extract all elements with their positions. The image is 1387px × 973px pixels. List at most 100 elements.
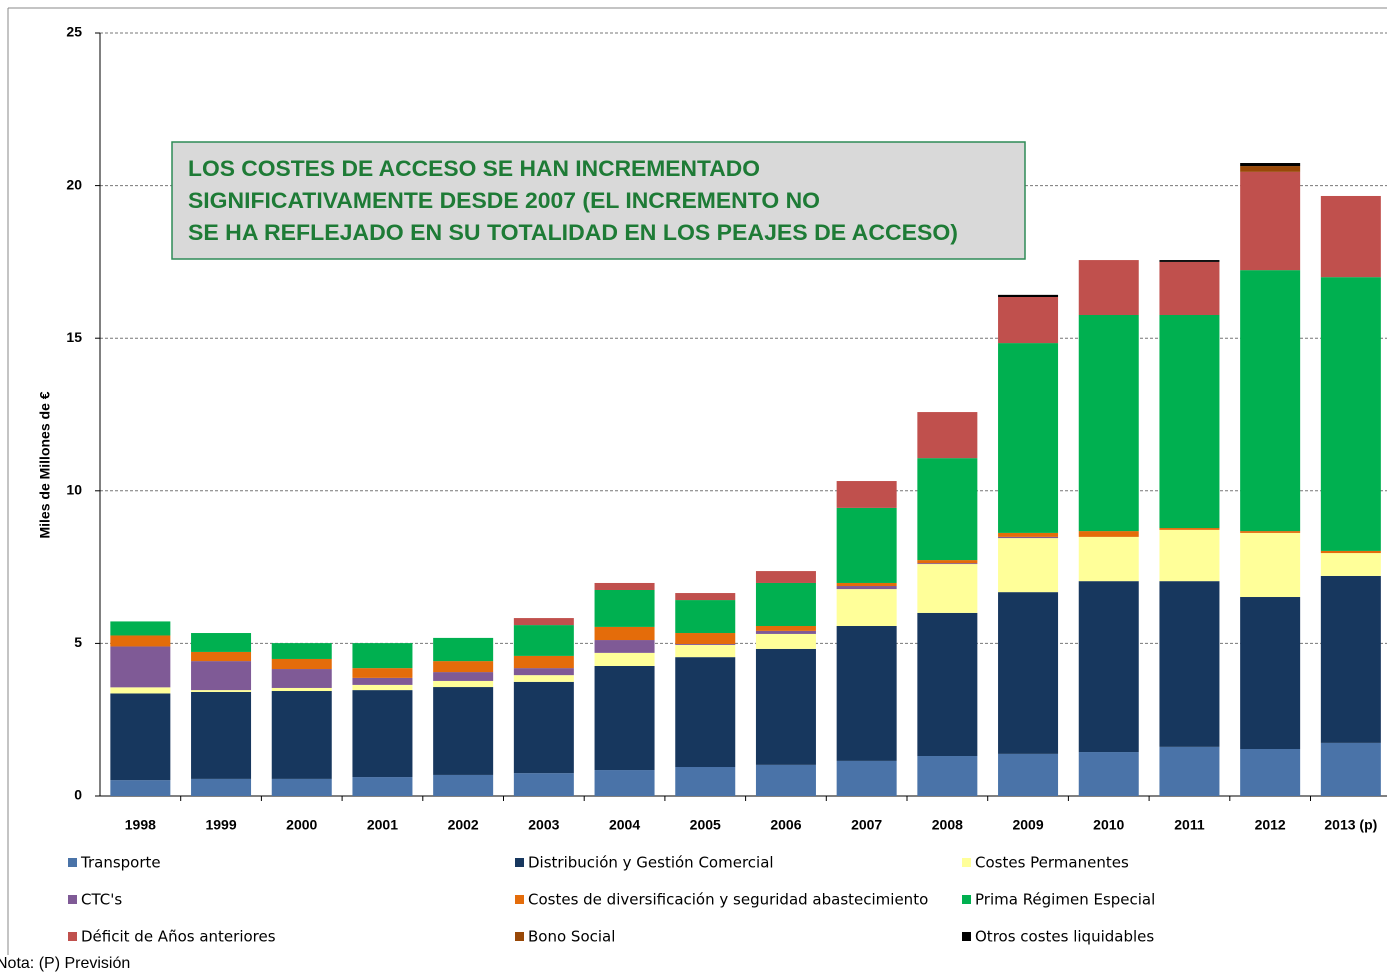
x-tick-label: 2005 xyxy=(690,817,721,833)
bar-segment xyxy=(513,668,574,676)
bar-segment xyxy=(1320,550,1381,554)
bar-segment xyxy=(433,680,494,688)
bar-segment xyxy=(352,777,413,796)
bar-segment xyxy=(1159,746,1220,796)
y-tick-label: 5 xyxy=(74,634,82,650)
annotation-box xyxy=(171,141,1026,260)
bar-segment xyxy=(1320,277,1381,551)
x-tick-label: 2002 xyxy=(448,817,479,833)
y-tick-label: 0 xyxy=(74,787,82,803)
x-tick-label: 2007 xyxy=(851,817,882,833)
y-tick-label: 25 xyxy=(66,24,82,40)
x-tick-label: 1998 xyxy=(125,817,156,833)
legend-swatch xyxy=(68,858,77,867)
bar-segment xyxy=(433,672,494,681)
bar-segment xyxy=(675,644,736,645)
bar-segment xyxy=(110,646,171,688)
bar-segment xyxy=(675,767,736,796)
bar-segment xyxy=(110,635,171,647)
note: Nota: (P) Previsión xyxy=(0,955,130,972)
bar-segment xyxy=(110,693,171,781)
x-tick-label: 2004 xyxy=(609,817,640,833)
legend-swatch xyxy=(962,858,971,867)
bar-segment xyxy=(998,294,1059,297)
bar-segment xyxy=(755,571,816,583)
bar-segment xyxy=(191,633,252,652)
legend-swatch xyxy=(68,895,77,904)
bar-segment xyxy=(1240,748,1301,796)
bar-segment xyxy=(836,626,897,761)
y-axis-label: Miles de Millones de € xyxy=(37,391,53,538)
bar-segment xyxy=(352,684,413,691)
bar-segment xyxy=(917,560,978,564)
bar-segment xyxy=(1159,261,1220,316)
x-tick-label: 2008 xyxy=(932,817,963,833)
bar-segment xyxy=(271,778,332,796)
bar-segment xyxy=(836,589,897,627)
legend-swatch xyxy=(68,932,77,941)
bar-segment xyxy=(998,536,1059,539)
bar-segment xyxy=(513,655,574,669)
bar-segment xyxy=(513,675,574,682)
legend-label: Otros costes liquidables xyxy=(975,928,1154,946)
bar-segment xyxy=(998,296,1059,344)
bar-segment xyxy=(917,756,978,796)
y-tick-label: 15 xyxy=(66,329,82,345)
bar-segment xyxy=(1159,581,1220,747)
bar-segment xyxy=(1159,529,1220,582)
bar-segment xyxy=(675,593,736,601)
bar-segment xyxy=(594,589,655,627)
bar-segment xyxy=(998,538,1059,593)
bar-segment xyxy=(998,343,1059,533)
legend-label: Déficit de Años anteriores xyxy=(81,928,276,946)
bar-segment xyxy=(1240,171,1301,271)
bar-segment xyxy=(271,691,332,779)
bar-segment xyxy=(1240,532,1301,598)
bar-segment xyxy=(755,648,816,765)
y-tick-label: 20 xyxy=(66,176,82,192)
bar-segment xyxy=(594,640,655,653)
bar-segment xyxy=(1320,195,1381,278)
legend-swatch xyxy=(962,895,971,904)
annotation-text: LOS COSTES DE ACCESO SE HAN INCREMENTADO xyxy=(188,156,760,181)
legend-label: Transporte xyxy=(80,854,161,872)
bar-segment xyxy=(1320,575,1381,743)
bar-segment xyxy=(1078,315,1139,532)
bar-segment xyxy=(513,618,574,626)
bar-segment xyxy=(1320,553,1381,576)
bar-segment xyxy=(513,625,574,656)
x-tick-label: 2013 (p) xyxy=(1324,817,1377,833)
legend-label: Bono Social xyxy=(528,928,615,946)
bar-segment xyxy=(917,458,978,561)
bar-segment xyxy=(513,773,574,796)
bar-segment xyxy=(1159,315,1220,529)
bar-segment xyxy=(998,592,1059,754)
bar-segment xyxy=(110,687,171,694)
legend-label: Costes Permanentes xyxy=(975,854,1129,872)
bar-segment xyxy=(433,637,494,662)
legend-label: Costes de diversificación y seguridad ab… xyxy=(528,891,928,909)
bar-segment xyxy=(594,665,655,771)
y-tick-label: 10 xyxy=(66,482,82,498)
bar-segment xyxy=(433,687,494,775)
bar-segment xyxy=(917,564,978,613)
bar-segment xyxy=(755,582,816,627)
legend-label: CTC's xyxy=(81,891,122,909)
bar-segment xyxy=(271,687,332,692)
bar-segment xyxy=(110,780,171,796)
x-tick-label: 2009 xyxy=(1012,817,1043,833)
bar-segment xyxy=(271,643,332,659)
bar-segment xyxy=(191,661,252,691)
bar-segment xyxy=(836,586,897,590)
x-tick-label: 2011 xyxy=(1174,817,1205,833)
bar-segment xyxy=(1078,260,1139,316)
bar-segment xyxy=(1159,528,1220,530)
bar-segment xyxy=(1078,536,1139,582)
bar-segment xyxy=(191,651,252,662)
legend-label: Prima Régimen Especial xyxy=(975,891,1155,909)
bar-segment xyxy=(594,582,655,590)
bar-segment xyxy=(755,764,816,796)
bar-segment xyxy=(998,532,1059,537)
legend-swatch xyxy=(515,932,524,941)
